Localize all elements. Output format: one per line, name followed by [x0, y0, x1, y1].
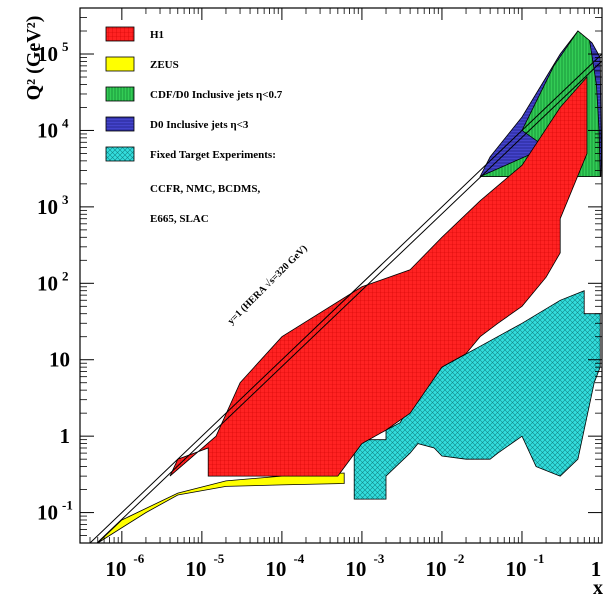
legend-swatch — [105, 26, 135, 42]
legend-swatch — [105, 56, 135, 72]
x-tick-label: 1 — [591, 557, 602, 581]
x-tick-label: 10 — [425, 557, 446, 581]
x-tick-label: 10 — [105, 557, 126, 581]
y-tick-label: 10 — [37, 118, 58, 142]
y-tick-label: 10 — [37, 195, 58, 219]
legend-swatch — [105, 146, 135, 162]
reference-line-y1 — [89, 53, 603, 544]
x-tick-exponent: -5 — [213, 551, 224, 566]
x-axis-ticks: 10 -6 10 -5 10 -4 10 -3 10 -2 10 -1 1 — [89, 8, 603, 581]
series-region-4 — [169, 75, 588, 477]
series-layer — [97, 30, 602, 544]
legend-label: ZEUS — [150, 59, 179, 71]
y-tick-exponent: 3 — [62, 192, 69, 207]
x-tick-label: 10 — [345, 557, 366, 581]
legend-note: CCFR, NMC, BCDMS, — [150, 183, 261, 195]
y-axis-ticks: 10 -1 1 10 10 2 10 3 10 4 10 5 — [37, 17, 602, 536]
legend-note: E665, SLAC — [150, 213, 209, 225]
y-tick-exponent: 2 — [62, 268, 69, 283]
y-axis-title: Q² (GeV²) — [23, 16, 45, 101]
x-tick-exponent: -2 — [454, 551, 465, 566]
x-tick-label: 10 — [185, 557, 206, 581]
legend-swatch — [105, 116, 135, 132]
y-tick-label: 10 — [49, 348, 70, 372]
y-tick-exponent: 4 — [62, 115, 69, 130]
legend: H1 ZEUS CDF/D0 Inclusive jets η<0.7 D0 Incl… — [105, 26, 283, 225]
legend-label: D0 Inclusive jets η<3 — [150, 119, 249, 131]
reference-line-layer — [89, 53, 603, 544]
y-tick-label: 10 — [37, 271, 58, 295]
y1-line-annotation: y=1 (HERA √s=320 GeV) — [226, 243, 310, 327]
annotation-layer: y=1 (HERA √s=320 GeV) — [226, 243, 310, 327]
x-tick-label: 10 — [265, 557, 286, 581]
series-region-3 — [97, 472, 345, 544]
plot-frame — [79, 7, 603, 544]
x-tick-exponent: -1 — [534, 551, 545, 566]
legend-label: H1 — [150, 29, 164, 41]
x-tick-exponent: -6 — [133, 551, 144, 566]
x-tick-label: 10 — [505, 557, 526, 581]
y-tick-exponent: 5 — [62, 39, 69, 54]
x-tick-exponent: -3 — [374, 551, 385, 566]
y-tick-label: 10 — [37, 42, 58, 66]
x-axis-title: x — [593, 577, 603, 599]
y-tick-label: 1 — [60, 424, 71, 448]
reference-line-edge — [96, 60, 603, 544]
legend-label: CDF/D0 Inclusive jets η<0.7 — [150, 89, 283, 101]
legend-swatch — [105, 86, 135, 102]
x-tick-exponent: -4 — [293, 551, 304, 566]
y-tick-label: 10 — [37, 501, 58, 525]
y-tick-exponent: -1 — [62, 498, 73, 513]
legend-label: Fixed Target Experiments: — [150, 149, 276, 161]
